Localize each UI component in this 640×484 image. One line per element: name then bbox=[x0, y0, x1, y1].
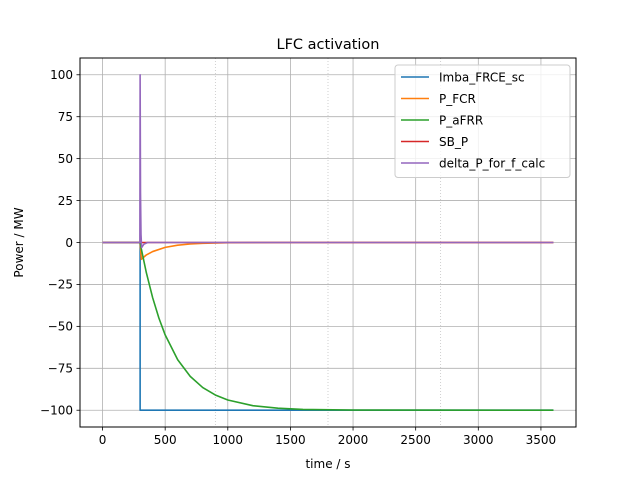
y-tick-label: −50 bbox=[48, 320, 73, 334]
legend-label: delta_P_for_f_calc bbox=[439, 156, 545, 170]
legend-box bbox=[394, 64, 571, 178]
y-tick-label: 100 bbox=[50, 68, 73, 82]
y-tick-label: −75 bbox=[48, 362, 73, 376]
x-axis-ticks: 0 500 1000 1500 2000 2500 3000 3500 bbox=[99, 427, 556, 447]
y-tick-label: −100 bbox=[40, 404, 73, 418]
y-tick-label: 75 bbox=[58, 110, 73, 124]
y-tick-label: 25 bbox=[58, 194, 73, 208]
x-tick-label: 2000 bbox=[338, 433, 369, 447]
chart-title: LFC activation bbox=[277, 37, 380, 53]
x-axis-label: time / s bbox=[305, 457, 350, 471]
y-tick-label: 0 bbox=[65, 236, 73, 250]
legend-label: SB_P bbox=[439, 135, 468, 149]
y-tick-label: −25 bbox=[48, 278, 73, 292]
legend: Imba_FRCE_sc P_FCR P_aFRR SB_P delta_P_for_f… bbox=[394, 64, 571, 178]
legend-label: P_aFRR bbox=[439, 113, 483, 127]
y-tick-label: 50 bbox=[58, 152, 73, 166]
series-lines bbox=[102, 73, 554, 412]
x-tick-label: 500 bbox=[154, 433, 177, 447]
series-line-p-afrr bbox=[102, 241, 554, 412]
series-line-delta-p-for-f-calc bbox=[102, 73, 554, 249]
x-tick-label: 3500 bbox=[526, 433, 557, 447]
legend-label: P_FCR bbox=[439, 92, 476, 106]
x-tick-label: 1000 bbox=[213, 433, 244, 447]
x-tick-label: 1500 bbox=[275, 433, 306, 447]
x-tick-label: 3000 bbox=[463, 433, 494, 447]
x-tick-label: 2500 bbox=[400, 433, 431, 447]
y-axis-label: Power / MW bbox=[12, 207, 26, 277]
legend-label: Imba_FRCE_sc bbox=[439, 70, 525, 84]
x-tick-label: 0 bbox=[99, 433, 107, 447]
y-axis-ticks: −100 −75 −50 −25 0 25 50 75 100 bbox=[40, 68, 80, 418]
